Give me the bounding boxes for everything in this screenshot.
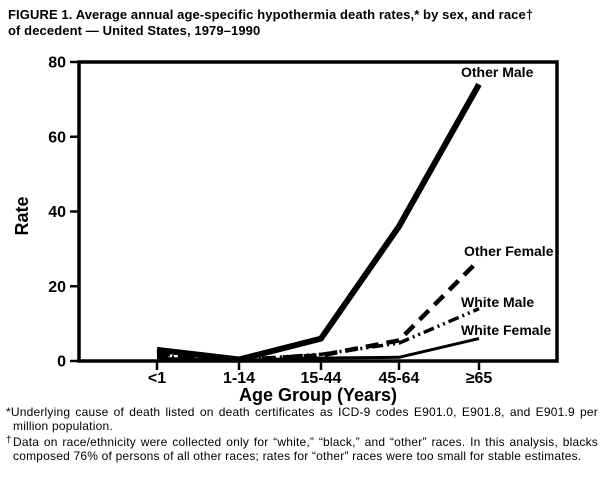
figure-title-line1: FIGURE 1. Average annual age-specific hy… bbox=[8, 7, 534, 22]
series-label-white-male: White Male bbox=[461, 294, 534, 310]
y-tick-label: 40 bbox=[48, 204, 66, 221]
series-label-other-female: Other Female bbox=[464, 243, 554, 259]
series-line-white-male bbox=[156, 307, 480, 362]
x-tick-label: <1 bbox=[148, 370, 166, 387]
x-tick-label: 15-44 bbox=[301, 370, 342, 387]
asterisk-marker: * bbox=[6, 405, 11, 419]
y-axis-title: Rate bbox=[12, 196, 32, 235]
dagger-marker: † bbox=[6, 434, 13, 446]
x-tick-label: ≥65 bbox=[466, 370, 493, 387]
y-tick-label: 0 bbox=[57, 354, 66, 371]
footnote-asterisk-text: Underlying cause of death listed on deat… bbox=[10, 405, 598, 434]
series-line-other-female bbox=[156, 258, 481, 363]
x-tick-label: 1-14 bbox=[223, 370, 255, 387]
plot-box bbox=[77, 60, 559, 363]
x-axis-title: Age Group (Years) bbox=[239, 385, 397, 405]
series-line-white-female bbox=[156, 337, 480, 362]
y-tick-label: 20 bbox=[48, 279, 66, 296]
footnote-asterisk: *Underlying cause of death listed on dea… bbox=[6, 405, 598, 434]
series-line-other-male bbox=[156, 82, 482, 363]
y-tick-label: 60 bbox=[48, 129, 66, 146]
footnote-dagger-text: Data on race/ethnicity were collected on… bbox=[13, 434, 598, 464]
footnotes: *Underlying cause of death listed on dea… bbox=[6, 405, 598, 464]
x-tick-label: 45-64 bbox=[379, 370, 420, 387]
series-label-white-female: White Female bbox=[461, 322, 551, 338]
figure-title-line2: of decedent — United States, 1979–1990 bbox=[8, 23, 261, 38]
figure-title: FIGURE 1. Average annual age-specific hy… bbox=[8, 7, 598, 39]
y-tick-label: 80 bbox=[48, 55, 66, 72]
series-label-other-male: Other Male bbox=[461, 64, 534, 80]
footnote-dagger: †Data on race/ethnicity were collected o… bbox=[6, 434, 598, 464]
